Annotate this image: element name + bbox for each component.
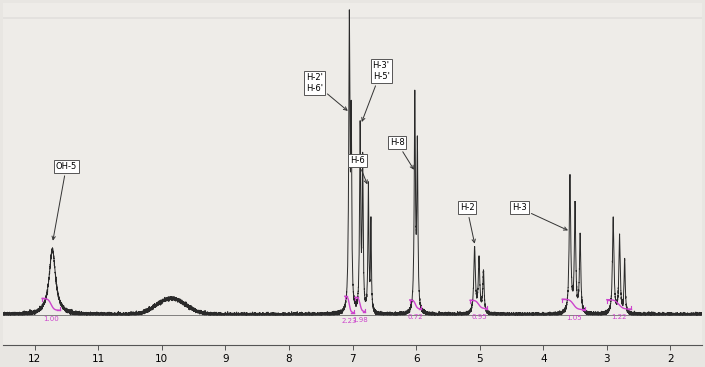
Text: H-6: H-6: [350, 156, 367, 184]
Text: 1.05: 1.05: [566, 315, 582, 321]
Text: H-3'
H-5': H-3' H-5': [362, 61, 390, 121]
Text: 0.72: 0.72: [407, 314, 423, 320]
Text: H-2: H-2: [460, 203, 475, 243]
Text: 1.98: 1.98: [352, 317, 368, 323]
Text: 1.22: 1.22: [611, 315, 627, 320]
Text: H-2'
H-6': H-2' H-6': [306, 73, 347, 110]
Text: H-3: H-3: [512, 203, 567, 230]
Text: OH-5: OH-5: [52, 162, 77, 240]
Text: 0.95: 0.95: [471, 314, 487, 320]
Text: 2.23: 2.23: [341, 318, 357, 324]
Text: 1.00: 1.00: [43, 316, 59, 322]
Text: H-8: H-8: [390, 138, 413, 169]
